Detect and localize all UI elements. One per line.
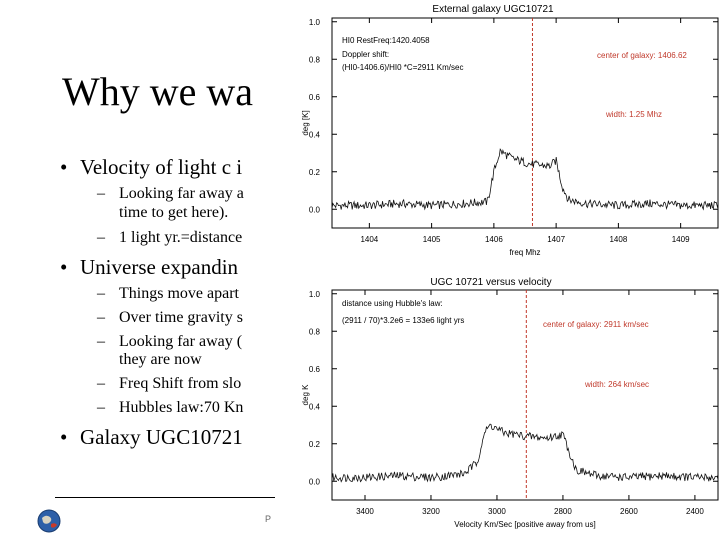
subbullet-7-text: Hubbles law:70 Kn — [119, 399, 244, 416]
x-tick-label-1-0: 1404 — [360, 235, 378, 244]
spectrum-plots: External galaxy UGC10721 0.0 0.2 0.4 0.6 0.8 1… — [301, 4, 719, 529]
x-axis-label-1: freq Mhz — [509, 248, 540, 257]
plot-title-1: External galaxy UGC10721 — [432, 4, 554, 15]
x-tick-label-2-3: 2800 — [554, 507, 572, 516]
bullet-2-text: Universe expandin — [80, 255, 239, 279]
x-tick-label-2-4: 2600 — [620, 507, 638, 516]
y-tick-label-2-3: 0.6 — [309, 365, 321, 374]
x-tick-label-2-2: 3000 — [488, 507, 506, 516]
width-label-2: width: 264 km/sec — [584, 380, 649, 389]
y-tick-label-2-1: 0.2 — [309, 440, 321, 449]
subbullet-2-text: 1 light yr.=distance — [119, 229, 243, 246]
bullet-2: • Universe expandin — [60, 255, 239, 279]
annotation-2-1: (2911 / 70)*3.2e6 = 133e6 light yrs — [342, 316, 464, 325]
x-tick-label-2-5: 2400 — [686, 507, 704, 516]
y-tick-label-1-5: 1.0 — [309, 18, 321, 27]
y-tick-label-1-2: 0.4 — [309, 130, 321, 139]
y-tick-label-2-2: 0.4 — [309, 402, 321, 411]
subbullet-6: – Freq Shift from slo — [97, 375, 242, 392]
subbullet-5-cont: they are now — [119, 351, 202, 368]
x-tick-label-2-1: 3200 — [422, 507, 440, 516]
annotation-1-2: (HI0-1406.6)/HI0 *C=2911 Km/sec — [342, 63, 463, 72]
subbullet-1-cont: time to get here). — [119, 204, 229, 221]
subbullet-3: – Things move apart — [97, 285, 239, 302]
center-label-2: center of galaxy: 2911 km/sec — [543, 320, 649, 329]
x-tick-label-1-4: 1408 — [609, 235, 627, 244]
spectrum-trace-1 — [331, 148, 719, 211]
x-tick-label-1-5: 1409 — [672, 235, 690, 244]
bullet-3-text: Galaxy UGC10721 — [80, 425, 243, 449]
plot-title-2: UGC 10721 versus velocity — [430, 277, 551, 288]
annotation-1-1: Doppler shift: — [342, 50, 389, 59]
bullet-1: • Velocity of light c i — [60, 155, 243, 179]
y-tick-label-2-0: 0.0 — [309, 477, 321, 486]
x-tick-label-1-2: 1406 — [485, 235, 503, 244]
footer-text: P — [265, 514, 272, 524]
spectrum-plots-panel: External galaxy UGC10721 0.0 0.2 0.4 0.6 0.8 1… — [275, 0, 720, 540]
y-tick-label-2-5: 1.0 — [309, 290, 321, 299]
x-tick-label-2-0: 3400 — [356, 507, 374, 516]
plot-frame-2 — [331, 289, 719, 501]
subbullet-7: – Hubbles law:70 Kn — [97, 399, 244, 416]
annotation-2-0: distance using Hubble's law: — [342, 299, 443, 308]
spectrum-trace-2 — [331, 423, 719, 483]
x-axis-label-2: Velocity Km/Sec [positive away from us] — [454, 520, 595, 529]
subbullet-5-text: Looking far away ( — [119, 333, 243, 350]
y-axis-label-2: deg K — [301, 384, 310, 406]
x-tick-label-1-1: 1405 — [423, 235, 441, 244]
y-tick-label-1-4: 0.8 — [309, 55, 321, 64]
subbullet-6-text: Freq Shift from slo — [119, 375, 242, 392]
annotation-1-0: HI0 RestFreq:1420.4058 — [342, 36, 430, 45]
subbullet-3-text: Things move apart — [119, 285, 239, 302]
plot-frame-1 — [331, 17, 719, 229]
bullet-3: • Galaxy UGC10721 — [60, 425, 243, 449]
width-label-1: width: 1.25 Mhz — [605, 110, 662, 119]
subbullet-1: – Looking far away a — [97, 185, 244, 202]
y-tick-label-1-1: 0.2 — [309, 168, 321, 177]
bullet-1-text: Velocity of light c i — [80, 155, 243, 179]
y-tick-label-2-4: 0.8 — [309, 327, 321, 336]
y-tick-label-1-0: 0.0 — [309, 205, 321, 214]
center-label-1: center of galaxy: 1406.62 — [597, 51, 687, 60]
footer-divider — [55, 497, 325, 498]
slide-title: Why we wa — [62, 69, 254, 114]
x-tick-label-1-3: 1407 — [547, 235, 565, 244]
subbullet-2: –1 light yr.=distance — [97, 229, 243, 246]
y-axis-label-1: deg [K] — [301, 110, 310, 135]
subbullet-5: – Looking far away ( — [97, 333, 243, 350]
subbullet-1-text: Looking far away a — [119, 185, 244, 202]
y-tick-label-1-3: 0.6 — [309, 93, 321, 102]
subbullet-4-text: Over time gravity s — [119, 309, 243, 326]
subbullet-4: – Over time gravity s — [97, 309, 243, 326]
globe-logo-icon — [37, 509, 61, 533]
